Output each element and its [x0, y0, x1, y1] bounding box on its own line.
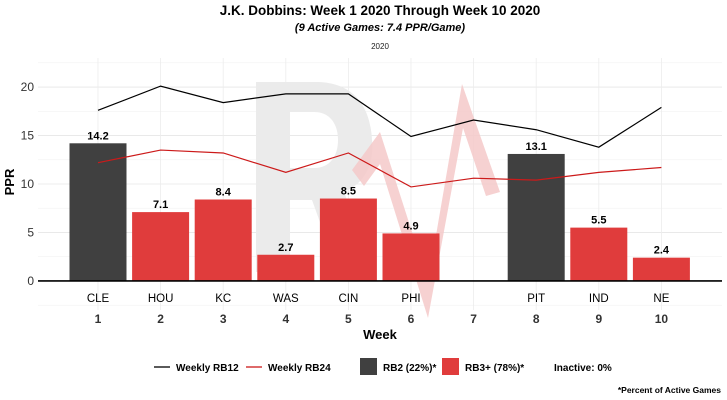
opponent-label: CLE: [87, 293, 110, 305]
legend: Weekly RB12 Weekly RB24 RB2 (22%)* RB3+ …: [154, 358, 612, 375]
x-tick-label: 8: [533, 312, 540, 326]
bar-value-label: 14.2: [87, 130, 108, 142]
x-axis-title: Week: [363, 327, 397, 342]
y-tick-label: 10: [21, 177, 35, 191]
bar-value-label: 4.9: [403, 220, 418, 232]
x-tick-label: 4: [282, 312, 289, 326]
bar: [257, 254, 315, 281]
x-tick-label: 2: [157, 312, 164, 326]
chart-subtitle: (9 Active Games: 7.4 PPR/Game): [295, 22, 466, 34]
x-tick-label: 9: [595, 312, 602, 326]
opponent-label: WAS: [273, 293, 299, 305]
y-tick-label: 20: [21, 80, 35, 94]
facet-label: 2020: [371, 42, 389, 51]
bar-value-label: 8.5: [341, 186, 356, 198]
x-tick-label: 3: [220, 312, 227, 326]
x-tick-label: 1: [95, 312, 102, 326]
bar: [382, 233, 440, 281]
legend-rb24-label: Weekly RB24: [268, 363, 331, 374]
legend-rb2-label: RB2 (22%)*: [383, 363, 436, 374]
opponent-label: NE: [653, 293, 669, 305]
opponent-label: CIN: [338, 293, 358, 305]
opponent-label: KC: [215, 293, 231, 305]
y-tick-label: 0: [27, 274, 34, 288]
bar-value-label: 13.1: [525, 141, 546, 153]
bar: [632, 257, 690, 281]
caption: *Percent of Active Games: [618, 385, 721, 395]
y-axis-title: PPR: [2, 168, 17, 195]
opponent-label: HOU: [148, 293, 174, 305]
bar-value-label: 2.7: [278, 242, 293, 254]
y-tick-label: 15: [21, 129, 35, 143]
bar-value-label: 7.1: [153, 199, 168, 211]
legend-rb2-swatch: [360, 358, 377, 375]
series-line: [97, 85, 662, 148]
chart-title: J.K. Dobbins: Week 1 2020 Through Week 1…: [220, 3, 541, 18]
bar: [132, 212, 190, 281]
bar: [194, 199, 252, 281]
x-tick-label: 10: [655, 312, 669, 326]
legend-rb3-swatch: [442, 358, 459, 375]
x-tick-label: 7: [470, 312, 477, 326]
y-tick-label: 5: [27, 225, 34, 239]
x-tick-label: 5: [345, 312, 352, 326]
bar-value-label: 5.5: [591, 215, 606, 227]
opponent-label: PIT: [527, 293, 545, 305]
legend-rb3-label: RB3+ (78%)*: [465, 363, 524, 374]
bar: [69, 143, 127, 281]
plot-panel: 0510152014.27.18.42.78.54.913.15.52.4CLE…: [21, 58, 722, 326]
opponent-label: PHI: [401, 293, 420, 305]
bar-value-label: 2.4: [654, 245, 670, 257]
x-tick-label: 6: [408, 312, 415, 326]
bar-value-label: 8.4: [216, 187, 232, 199]
bar: [570, 227, 628, 281]
series-line: [97, 149, 662, 188]
bar: [319, 198, 377, 281]
opponent-label: IND: [589, 293, 609, 305]
bar: [507, 153, 565, 281]
legend-rb12-label: Weekly RB12: [176, 363, 239, 374]
legend-inactive-label: Inactive: 0%: [554, 363, 612, 374]
